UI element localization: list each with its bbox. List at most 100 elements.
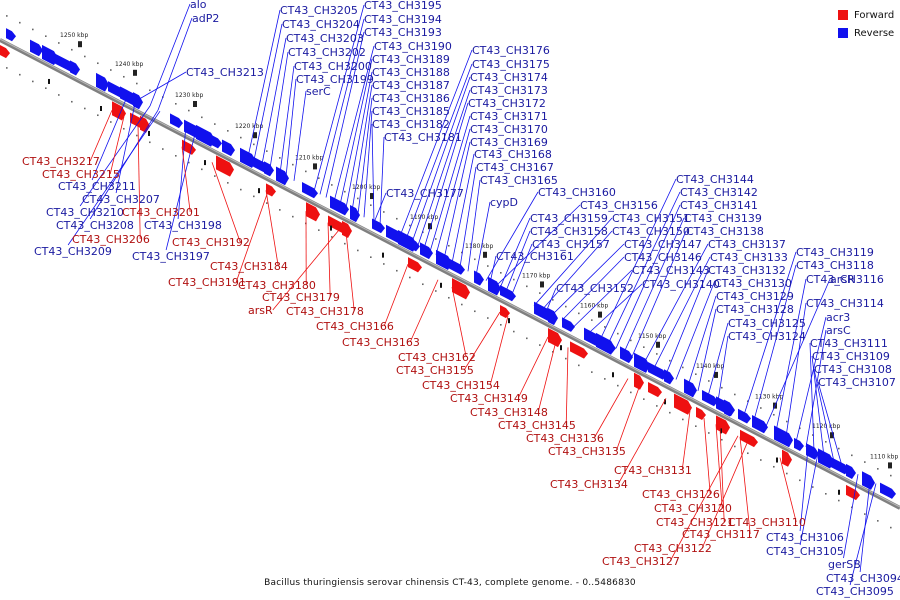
reverse-gene-label: CT43_CH3172	[468, 97, 546, 110]
reverse-leader-line	[399, 49, 473, 237]
forward-gene-label: CT43_CH3145	[498, 419, 576, 432]
tick-mark	[253, 132, 257, 139]
reverse-gene-label: CT43_CH3139	[684, 212, 762, 225]
reverse-gene-label: CT43_CH3143	[632, 264, 710, 277]
upper-dotted-guide	[474, 258, 476, 261]
tick-mark	[714, 371, 718, 378]
upper-dotted-guide	[136, 82, 138, 85]
reverse-gene-label: CT43_CH3156	[580, 199, 658, 212]
feature-marker	[720, 428, 722, 434]
lower-dotted-guide	[786, 472, 788, 475]
reverse-leader-line	[467, 179, 481, 272]
upper-dotted-guide	[253, 143, 255, 146]
reverse-leader-line	[653, 256, 711, 369]
reverse-leader-line	[79, 105, 151, 207]
upper-dotted-guide	[448, 244, 450, 247]
tick-label: 1170 kbp	[522, 272, 550, 279]
reverse-leader-line	[799, 448, 809, 532]
forward-swatch	[838, 10, 848, 20]
tick-mark	[428, 223, 432, 230]
tick-mark	[78, 41, 82, 48]
upper-dotted-guide	[110, 69, 112, 71]
reverse-gene	[474, 270, 484, 286]
forward-gene	[0, 45, 10, 59]
upper-dotted-guide	[357, 197, 359, 200]
upper-dotted-guide	[734, 393, 736, 396]
forward-gene	[182, 139, 196, 155]
upper-dotted-guide	[578, 312, 580, 315]
upper-dotted-guide	[344, 190, 346, 193]
reverse-gene	[846, 463, 856, 480]
forward-leader-line	[383, 264, 409, 327]
reverse-gene-label: CT43_CH3181	[384, 131, 462, 144]
upper-dotted-guide	[786, 420, 788, 423]
lower-dotted-guide	[890, 526, 892, 529]
lower-dotted-guide	[851, 506, 853, 509]
reverse-gene-label: CT43_CH3125	[728, 317, 806, 330]
forward-gene	[570, 341, 588, 359]
reverse-gene-label: CT43_CH3173	[470, 84, 548, 97]
lower-dotted-guide	[188, 161, 190, 164]
reverse-leader-line	[813, 368, 835, 462]
forward-gene	[452, 278, 470, 300]
reverse-gene	[96, 72, 109, 92]
forward-leader-line	[779, 457, 797, 523]
reverse-leader-line	[261, 37, 287, 165]
lower-dotted-guide	[19, 73, 21, 76]
reverse-gene	[6, 28, 16, 42]
upper-dotted-guide	[773, 413, 775, 416]
reverse-gene-label: CT43_CH3137	[708, 238, 786, 251]
reverse-gene	[55, 53, 74, 72]
reverse-leader-line	[363, 110, 373, 218]
tick-label: 1130 kbp	[755, 394, 783, 401]
reverse-leader-line	[157, 17, 193, 111]
forward-gene-label: CT43_CH3206	[72, 233, 150, 246]
reverse-gene-label: CT43_CH3142	[680, 186, 758, 199]
forward-gene-label: CT43_CH3154	[422, 379, 500, 392]
reverse-gene-label: CT43_CH3208	[56, 219, 134, 232]
lower-dotted-guide	[84, 107, 86, 110]
reverse-gene	[702, 390, 718, 407]
reverse-gene-label: CT43_CH3171	[470, 110, 548, 123]
lower-dotted-guide	[747, 452, 749, 455]
upper-dotted-guide	[188, 109, 190, 112]
reverse-leader-line	[379, 136, 385, 226]
reverse-gene	[222, 139, 235, 157]
lower-dotted-guide	[513, 330, 515, 333]
lower-dotted-guide	[578, 364, 580, 367]
upper-dotted-guide	[799, 427, 801, 430]
tick-label: 1150 kbp	[638, 333, 666, 340]
upper-dotted-guide	[240, 136, 242, 139]
forward-gene	[548, 327, 562, 348]
reverse-leader-line	[541, 230, 613, 311]
reverse-gene-label: CT43_CH3195	[364, 0, 442, 12]
reverse-leader-line	[643, 243, 709, 364]
feature-marker	[612, 372, 614, 378]
reverse-leader-line	[89, 109, 159, 220]
reverse-gene-label: CT43_CH3108	[814, 363, 892, 376]
lower-dotted-guide	[643, 398, 645, 400]
lower-dotted-guide	[409, 276, 411, 279]
reverse-leader-line	[765, 278, 831, 427]
reverse-leader-line	[545, 287, 557, 313]
lower-dotted-guide	[630, 391, 632, 394]
tick-label: 1250 kbp	[60, 32, 88, 39]
lower-dotted-guide	[448, 296, 450, 299]
reverse-gene-label: CT43_CH3211	[58, 180, 136, 193]
lower-dotted-guide	[552, 351, 554, 353]
legend-forward-label: Forward	[854, 9, 895, 21]
feature-marker	[560, 345, 562, 351]
reverse-gene	[212, 135, 222, 149]
reverse-leader-line	[785, 302, 807, 437]
reverse-gene	[488, 276, 501, 296]
upper-dotted-guide	[838, 447, 840, 450]
lower-dotted-guide	[565, 357, 567, 360]
reverse-leader-line	[371, 123, 375, 223]
reverse-gene-label: CT43_CH3114	[806, 297, 884, 310]
legend-reverse-label: Reverse	[854, 27, 895, 39]
reverse-leader-line	[843, 474, 859, 559]
upper-dotted-guide	[318, 177, 320, 179]
forward-gene-label: CT43_CH3148	[470, 406, 548, 419]
reverse-gene	[302, 182, 318, 199]
